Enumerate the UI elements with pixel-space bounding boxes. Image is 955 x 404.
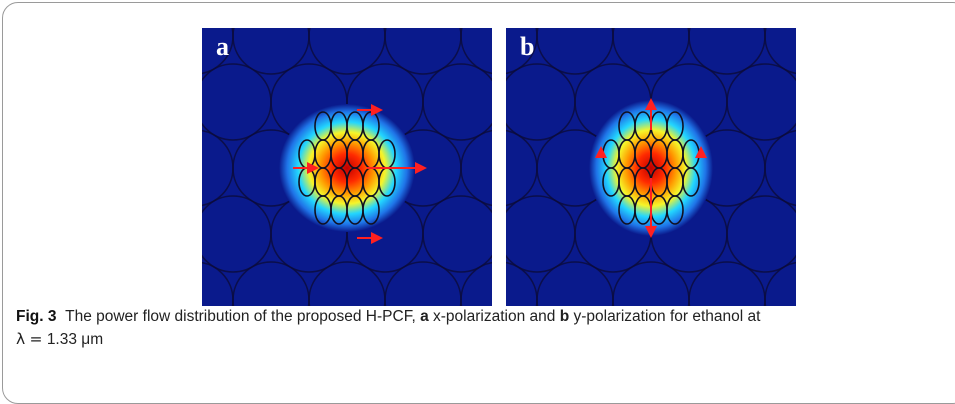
cladding-air-hole (460, 129, 492, 207)
cladding-air-hole (460, 261, 492, 306)
caption-text-3: y-polarization for ethanol at (573, 308, 761, 325)
figure-caption: Fig. 3 The power flow distribution of th… (16, 306, 946, 351)
cladding-air-hole (422, 195, 492, 273)
core-mode-field (279, 104, 415, 232)
caption-equals: = (29, 330, 43, 348)
panel-a-field-plot: a (202, 28, 492, 306)
caption-text-2: x-polarization and (433, 308, 556, 325)
caption-lambda: λ (16, 330, 26, 348)
cladding-air-hole (726, 63, 796, 141)
cladding-air-hole (460, 28, 492, 75)
core-elliptical-hole (362, 195, 380, 225)
cladding-air-hole (764, 129, 796, 207)
core-elliptical-hole (666, 195, 684, 225)
panel-b-label: b (520, 32, 535, 61)
cladding-air-hole (422, 63, 492, 141)
cladding-air-hole (764, 261, 796, 306)
panel-b-field-plot: b (506, 28, 796, 306)
figure-label: Fig. 3 (16, 308, 57, 325)
caption-wavelength-value: 1.33 μm (46, 331, 104, 348)
caption-text-1: The power flow distribution of the propo… (65, 308, 416, 325)
caption-b: b (559, 308, 570, 325)
core-elliptical-hole (682, 167, 700, 197)
caption-a: a (420, 308, 429, 325)
cladding-air-hole (726, 195, 796, 273)
cladding-air-hole (764, 28, 796, 75)
panel-a-label: a (216, 32, 229, 61)
power-flow-plot-b (506, 28, 796, 306)
power-flow-plot-a (202, 28, 492, 306)
